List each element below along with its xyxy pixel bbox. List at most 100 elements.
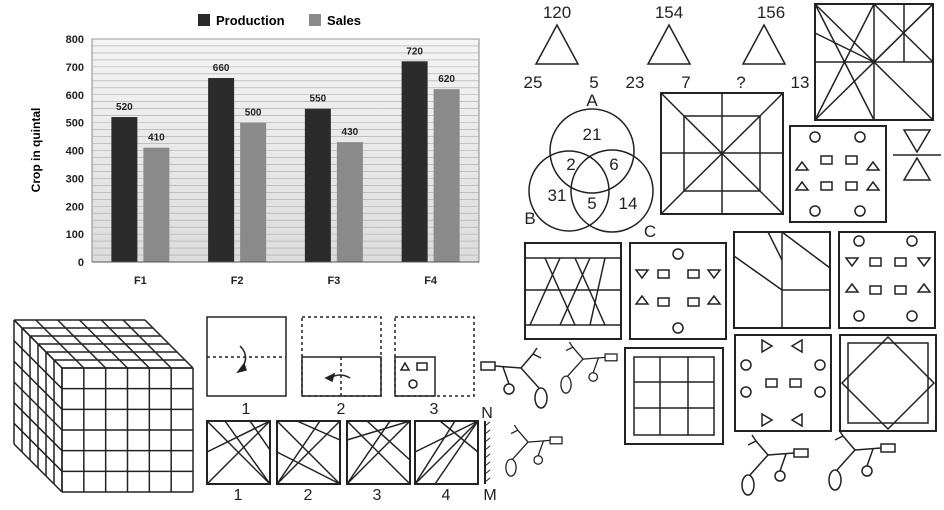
shape-card-4 — [734, 334, 832, 432]
legend: Production Sales — [198, 13, 361, 28]
x-tick-labels: F1 F2 F3 F4 — [134, 275, 438, 287]
mirror-option-3 — [346, 420, 411, 485]
data-label: 550 — [310, 94, 327, 105]
mirror-option-label-1: 1 — [234, 487, 243, 504]
diamond-square — [839, 334, 937, 432]
bar-sales-f4 — [433, 89, 460, 262]
line-pattern-square — [814, 3, 934, 121]
venn-value-abc: 5 — [587, 194, 596, 213]
venn-value-ac: 6 — [609, 155, 618, 174]
kite-square — [733, 231, 831, 329]
x-tick-label: F2 — [231, 275, 244, 287]
x-tick-label: F1 — [134, 275, 147, 287]
bars: 520 410 660 500 550 430 720 620 — [92, 46, 479, 263]
data-label: 620 — [438, 74, 455, 85]
nested-square-figure — [660, 92, 784, 215]
bar-production-f3 — [304, 108, 331, 262]
mirror-option-4 — [414, 420, 479, 485]
y-axis-label: Crop in quintal — [29, 108, 43, 193]
triangle-3-right: 13 — [791, 73, 810, 92]
bar-production-f4 — [401, 61, 428, 262]
data-label: 410 — [148, 133, 165, 144]
venn-value-c-only: 14 — [619, 194, 638, 213]
cube-edge — [144, 319, 194, 369]
venn-circle-b — [528, 150, 610, 232]
triangle-3-left: ? — [736, 73, 745, 92]
shape-card-1 — [789, 125, 887, 223]
venn-diagram — [528, 108, 654, 233]
bicycle-figure-1 — [480, 347, 548, 409]
triangle-grid-rect — [524, 242, 622, 340]
bar-sales-f2 — [240, 122, 267, 262]
bar-production-f2 — [208, 78, 235, 263]
y-tick-label: 400 — [66, 146, 84, 158]
legend-swatch-production — [198, 14, 210, 26]
triangle-2-top: 154 — [655, 3, 683, 22]
shape-card-3 — [838, 231, 936, 329]
paper-fold-sequence — [206, 316, 475, 397]
bicycle-figure-2 — [560, 341, 618, 394]
bar-production-f1 — [111, 117, 138, 262]
fold-step-label-2: 2 — [337, 401, 346, 418]
mirror-label-n: N — [481, 405, 493, 422]
venn-circle-c — [570, 149, 654, 233]
y-tick-label: 800 — [66, 34, 84, 46]
mirror-label-m: M — [483, 487, 496, 504]
venn-value-a-only: 21 — [583, 125, 602, 144]
venn-label-b: B — [524, 209, 535, 228]
triangle-2 — [646, 23, 692, 65]
bar-sales-f1 — [143, 147, 170, 262]
triangle-2-left: 23 — [626, 73, 645, 92]
data-label: 430 — [342, 127, 359, 138]
triangle-1-left: 25 — [524, 73, 543, 92]
fold-step-label-1: 1 — [242, 401, 251, 418]
y-tick-labels: 0 100 200 300 400 500 600 700 800 — [66, 34, 84, 269]
legend-label-production: Production — [216, 13, 285, 28]
venn-circle-a — [549, 108, 635, 194]
venn-value-ab: 2 — [566, 155, 575, 174]
shape-card-2 — [629, 242, 727, 340]
y-tick-label: 200 — [66, 201, 84, 213]
grid-frame-square — [624, 347, 724, 445]
y-tick-label: 300 — [66, 173, 84, 185]
mirror-option-2 — [276, 420, 341, 485]
data-label: 660 — [213, 63, 230, 74]
triangle-1-top: 120 — [543, 3, 571, 22]
stacked-cube — [13, 319, 194, 493]
hourglass-figure — [893, 129, 941, 181]
triangle-1-right: 5 — [589, 73, 598, 92]
mirror-option-label-3: 3 — [373, 487, 382, 504]
triangle-1 — [534, 23, 580, 65]
mirror-option-label-2: 2 — [304, 487, 313, 504]
mirror-option-label-4: 4 — [442, 487, 451, 504]
y-tick-label: 0 — [78, 257, 84, 269]
venn-label-a: A — [586, 91, 598, 110]
data-label: 520 — [116, 102, 133, 113]
triangle-3 — [741, 23, 787, 65]
data-label: 720 — [406, 46, 423, 57]
y-tick-label: 500 — [66, 118, 84, 130]
bicycle-figure-3 — [505, 424, 563, 477]
mirror-options — [206, 420, 491, 485]
number-triangles — [534, 23, 787, 65]
triangle-2-right: 7 — [681, 73, 690, 92]
venn-value-b-only: 31 — [548, 186, 567, 205]
fold-step-label-3: 3 — [430, 401, 439, 418]
y-tick-label: 100 — [66, 229, 84, 241]
venn-label-c: C — [644, 222, 656, 241]
bicycle-figure-4 — [741, 434, 809, 496]
x-tick-label: F4 — [424, 275, 438, 287]
triangle-3-top: 156 — [757, 3, 785, 22]
mirror-option-1 — [206, 420, 271, 485]
x-tick-label: F3 — [327, 275, 340, 287]
legend-label-sales: Sales — [327, 13, 361, 28]
legend-swatch-sales — [309, 14, 321, 26]
cube-edge — [13, 443, 63, 493]
y-tick-label: 700 — [66, 62, 84, 74]
bar-sales-f3 — [336, 142, 363, 262]
bar-chart: 0 100 200 300 400 500 600 700 800 520 410 660 500 55… — [29, 13, 480, 287]
bicycle-figure-5 — [828, 429, 896, 491]
y-tick-label: 600 — [66, 90, 84, 102]
data-label: 500 — [245, 108, 262, 119]
